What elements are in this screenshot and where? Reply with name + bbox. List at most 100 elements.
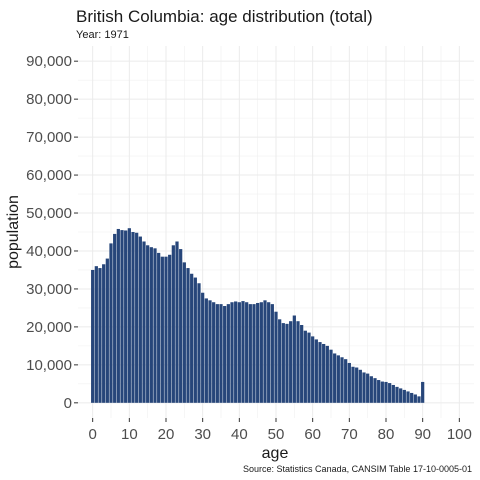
y-tick-label: 0 <box>64 395 72 412</box>
bar <box>157 252 161 403</box>
bar <box>201 292 205 403</box>
x-tick-label: 10 <box>121 426 138 443</box>
bar <box>241 301 245 403</box>
chart-caption: Source: Statistics Canada, CANSIM Table … <box>243 464 472 474</box>
bar <box>303 330 307 403</box>
bar <box>149 247 153 403</box>
bar <box>373 378 377 403</box>
x-tick-label: 30 <box>194 426 211 443</box>
bar <box>131 232 135 403</box>
bar <box>270 304 274 403</box>
bar <box>212 302 216 403</box>
bar <box>138 236 142 403</box>
bar <box>256 302 260 403</box>
x-tick-label: 40 <box>231 426 248 443</box>
bar <box>193 277 197 403</box>
bar <box>226 304 230 403</box>
bar <box>94 266 98 403</box>
bar <box>285 323 289 403</box>
y-tick-label: 10,000 <box>26 357 72 374</box>
bar <box>278 319 282 403</box>
bar <box>391 384 395 403</box>
bar <box>124 230 128 403</box>
bar <box>314 339 318 403</box>
bar <box>171 245 175 403</box>
bar <box>237 302 241 403</box>
x-tick-label: 50 <box>268 426 285 443</box>
x-tick-label: 100 <box>447 426 472 443</box>
x-tick-label: 80 <box>378 426 395 443</box>
bar <box>263 300 267 403</box>
bar <box>369 376 373 403</box>
y-axis: 0 10,000 20,000 30,000 40,000 50,000 60,000 70,… <box>26 53 78 412</box>
bar <box>164 256 168 403</box>
y-tick-label: 30,000 <box>26 281 72 298</box>
bar <box>340 357 344 403</box>
bar <box>120 230 124 403</box>
chart-title: British Columbia: age distribution (tota… <box>76 7 373 26</box>
bar <box>336 355 340 403</box>
bar <box>344 359 348 403</box>
bar <box>168 254 172 403</box>
x-tick-label: 0 <box>88 426 96 443</box>
bar <box>234 301 238 403</box>
bar <box>384 381 388 403</box>
chart-subtitle: Year: 1971 <box>76 29 129 41</box>
bar <box>325 345 329 403</box>
bar <box>127 228 131 403</box>
bar <box>245 302 249 403</box>
bar <box>296 321 300 403</box>
bar <box>153 248 157 403</box>
bar <box>281 323 285 403</box>
bar <box>366 373 370 403</box>
bar <box>377 380 381 403</box>
bar <box>116 228 120 403</box>
bar <box>395 386 399 403</box>
y-tick-label: 40,000 <box>26 243 72 260</box>
bar <box>146 245 150 403</box>
bar <box>259 302 263 403</box>
bar-series <box>91 228 425 403</box>
bar <box>421 381 425 403</box>
bar <box>175 241 179 403</box>
bar <box>197 283 201 403</box>
bar <box>135 232 139 403</box>
bar <box>219 304 223 403</box>
bar <box>179 249 183 403</box>
bar <box>417 396 421 403</box>
y-axis-title: population <box>5 195 22 269</box>
bar <box>358 369 362 403</box>
bar <box>223 306 227 403</box>
y-tick-label: 20,000 <box>26 319 72 336</box>
bar <box>248 304 252 403</box>
bar <box>274 311 278 403</box>
bar <box>347 362 351 403</box>
x-axis-title: age <box>262 445 289 462</box>
bar <box>318 342 322 403</box>
bar <box>413 394 417 403</box>
bar <box>322 343 326 403</box>
bar <box>300 325 304 403</box>
bar <box>362 372 366 403</box>
bar <box>402 389 406 403</box>
bar <box>399 388 403 403</box>
bar <box>190 273 194 403</box>
y-tick-label: 90,000 <box>26 53 72 70</box>
y-tick-label: 80,000 <box>26 91 72 108</box>
bar <box>160 256 164 403</box>
bar <box>406 391 410 403</box>
bar <box>142 241 146 403</box>
bar <box>91 269 95 403</box>
bar <box>204 298 208 403</box>
bar <box>98 268 102 403</box>
bar <box>215 304 219 403</box>
bar <box>311 336 315 403</box>
bar <box>292 315 296 403</box>
bar <box>113 233 117 403</box>
y-tick-label: 50,000 <box>26 205 72 222</box>
bar <box>333 353 337 403</box>
x-tick-label: 90 <box>414 426 431 443</box>
bar <box>102 264 106 403</box>
